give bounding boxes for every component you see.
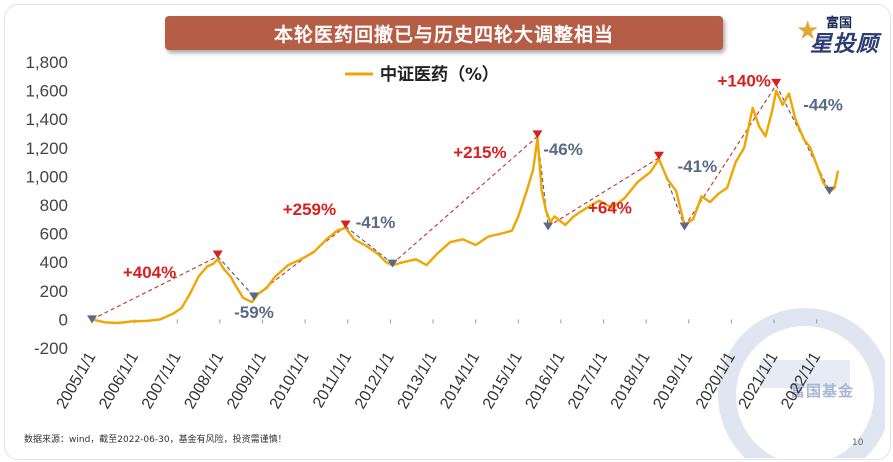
rise-trend-line [91, 255, 219, 320]
fall-annotation: -59% [234, 303, 274, 322]
trough-marker [824, 186, 835, 195]
x-tick-label: 2016/1/1 [523, 349, 569, 412]
trough-marker [87, 315, 97, 324]
trough-marker [543, 222, 554, 231]
y-tick-label: -200 [34, 339, 68, 358]
fall-annotation: -46% [543, 140, 583, 159]
footer-note: 数据来源：wind，截至2022-06-30，基金有风险，投资需谨慎！ [24, 435, 287, 445]
x-tick-label: 2012/1/1 [352, 349, 398, 412]
y-axis: -200 0 200 400 600 800 1,000 1,200 1,400 1,600 1,8… [25, 53, 68, 358]
watermark-text: 富国基金 [790, 382, 855, 400]
star-icon: ★ [796, 16, 820, 46]
x-axis: 2005/1/12006/1/12007/1/12008/1/12009/1/1… [54, 319, 824, 412]
peak-marker [532, 130, 543, 139]
logo-line1: 富国 [826, 16, 853, 31]
y-tick-label: 1,400 [25, 110, 68, 129]
y-tick-label: 800 [40, 196, 68, 215]
y-tick-label: 1,600 [25, 82, 68, 101]
peak-trough-markers [87, 78, 835, 324]
y-tick-label: 600 [40, 225, 68, 244]
trough-marker [387, 259, 398, 268]
rise-trend-line [547, 157, 660, 227]
x-tick-label: 2019/1/1 [650, 349, 696, 412]
y-tick-label: 200 [40, 282, 68, 301]
fall-trend-line [217, 256, 255, 297]
y-tick-label: 1,800 [25, 53, 68, 72]
peak-marker [212, 250, 223, 259]
series-line [91, 89, 840, 325]
rise-annotation: +259% [283, 200, 336, 219]
watermark: 富国基金 [700, 300, 892, 462]
x-tick-label: 2018/1/1 [608, 349, 654, 412]
logo-line2: 星投顾 [810, 32, 880, 57]
rise-annotation: +140% [718, 71, 771, 90]
peak-marker [771, 78, 782, 87]
trend-lines [91, 84, 830, 320]
x-tick-label: 2010/1/1 [267, 349, 313, 412]
peak-marker [653, 151, 664, 160]
x-tick-label: 2014/1/1 [437, 349, 483, 412]
legend: 中证医药（%） [345, 64, 499, 85]
x-tick-label: 2007/1/1 [139, 349, 185, 412]
x-tick-label: 2020/1/1 [693, 349, 739, 412]
x-tick-label: 2011/1/1 [310, 349, 355, 410]
y-tick-label: 1,000 [25, 167, 68, 186]
y-tick-label: 1,200 [25, 139, 68, 158]
slide-title: 本轮医药回撤已与历史四轮大调整相当 [165, 16, 723, 50]
x-tick-label: 2008/1/1 [181, 349, 227, 412]
x-tick-label: 2017/1/1 [565, 349, 611, 412]
x-tick-label: 2015/1/1 [480, 349, 526, 412]
page-number: 10 [852, 438, 864, 448]
fall-annotation: -44% [803, 96, 843, 115]
peak-marker [340, 220, 351, 229]
y-tick-label: 0 [59, 310, 68, 329]
rise-trend-line [253, 226, 346, 297]
trough-marker [248, 292, 259, 301]
legend-label: 中证医药（%） [380, 64, 499, 85]
fall-annotation: -41% [677, 157, 717, 176]
slide-frame [4, 4, 891, 460]
x-tick-label: 2022/1/1 [778, 349, 824, 412]
trough-marker [679, 222, 690, 231]
y-tick-label: 400 [40, 253, 68, 272]
rise-annotation: +404% [123, 263, 176, 282]
fall-trend-line [658, 157, 686, 227]
rise-annotation: +64% [588, 199, 632, 218]
x-tick-label: 2005/1/1 [54, 349, 100, 412]
x-tick-label: 2009/1/1 [224, 349, 270, 412]
watermark-emblem-icon [718, 308, 892, 462]
x-tick-label: 2013/1/1 [395, 349, 441, 412]
fall-trend-line [345, 226, 393, 265]
annotations: +404% -59% +259% -41% +215% -46% +64% -41% +140%… [123, 71, 843, 322]
rise-annotation: +215% [453, 143, 506, 162]
brand-logo: ★ 富国 星投顾 [790, 8, 885, 57]
x-tick-label: 2006/1/1 [96, 349, 142, 412]
x-tick-label: 2021/1/1 [736, 349, 782, 412]
fall-annotation: -41% [356, 213, 396, 232]
